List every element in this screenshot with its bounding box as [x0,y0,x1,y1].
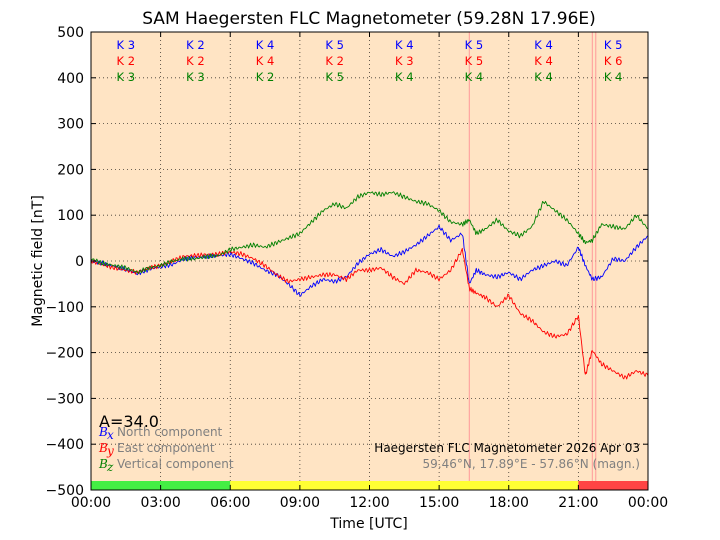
y-axis-title: Magnetic field [nT] [30,195,46,327]
legend-subscript-x: x [107,428,114,442]
x-tick-label: 00:00 [628,495,668,511]
k-index-x: K 4 [395,38,414,52]
y-tick-label: 400 [57,71,84,87]
k-index-y: K 5 [465,54,484,68]
k-index-z: K 3 [186,70,205,84]
k-index-x: K 2 [186,38,205,52]
y-tick-label: −100 [46,300,84,316]
k-index-y: K 3 [395,54,414,68]
k-index-z: K 4 [465,70,484,84]
y-tick-label: −200 [46,346,84,362]
y-tick-label: 500 [57,25,84,41]
k-index-x: K 5 [604,38,623,52]
x-tick-label: 06:00 [210,495,250,511]
k-index-y: K 4 [534,54,553,68]
y-tick-label: −500 [46,483,84,499]
legend-subscript-y: y [106,444,114,458]
k-index-y: K 4 [256,54,275,68]
k-index-x: K 4 [256,38,275,52]
k-index-y: K 6 [604,54,623,68]
k-index-x: K 5 [325,38,344,52]
legend-subscript-z: z [106,460,114,474]
series-line-z [90,191,649,274]
y-tick-label: 200 [57,162,84,178]
x-axis-title: Time [UTC] [329,516,407,532]
series-line-x [90,224,649,297]
y-tick-label: 300 [57,117,84,133]
k-index-z: K 4 [604,70,623,84]
k-index-z: K 2 [256,70,275,84]
k-index-y: K 2 [325,54,344,68]
k-index-z: K 4 [395,70,414,84]
legend-label-x: North component [117,425,223,439]
x-tick-label: 18:00 [489,495,529,511]
y-tick-label: −400 [46,437,84,453]
y-tick-label: −300 [46,391,84,407]
chart-title: SAM Haegersten FLC Magnetometer (59.28N … [142,9,596,29]
legend-symbol-y: B [98,441,108,455]
activity-bar-segment [230,481,579,490]
x-tick-label: 21:00 [558,495,598,511]
a-index-label: A=34.0 [99,412,159,431]
legend-label-z: Vertical component [117,457,234,471]
k-index-y: K 2 [186,54,205,68]
k-index-z: K 5 [325,70,344,84]
x-tick-label: 15:00 [419,495,459,511]
series-line-y [90,247,649,380]
k-index-z: K 3 [117,70,136,84]
y-tick-label: 100 [57,208,84,224]
k-index-x: K 4 [534,38,553,52]
legend-label-y: East component [117,441,215,455]
legend-symbol-z: B [98,457,108,471]
station-coordinates-line: 59.46°N, 17.89°E - 57.86°N (magn.) [423,457,640,471]
x-tick-label: 09:00 [280,495,320,511]
k-index-y: K 2 [117,54,136,68]
activity-bar-segment [578,481,648,490]
x-tick-label: 00:00 [71,495,111,511]
x-tick-label: 12:00 [349,495,389,511]
k-index-z: K 4 [534,70,553,84]
k-index-x: K 5 [465,38,484,52]
legend-symbol-x: B [98,425,108,439]
y-tick-label: 0 [75,254,84,270]
k-index-x: K 3 [117,38,136,52]
station-info-line: Haegersten FLC Magnetometer 2026 Apr 03 [374,441,640,455]
x-tick-label: 03:00 [140,495,180,511]
